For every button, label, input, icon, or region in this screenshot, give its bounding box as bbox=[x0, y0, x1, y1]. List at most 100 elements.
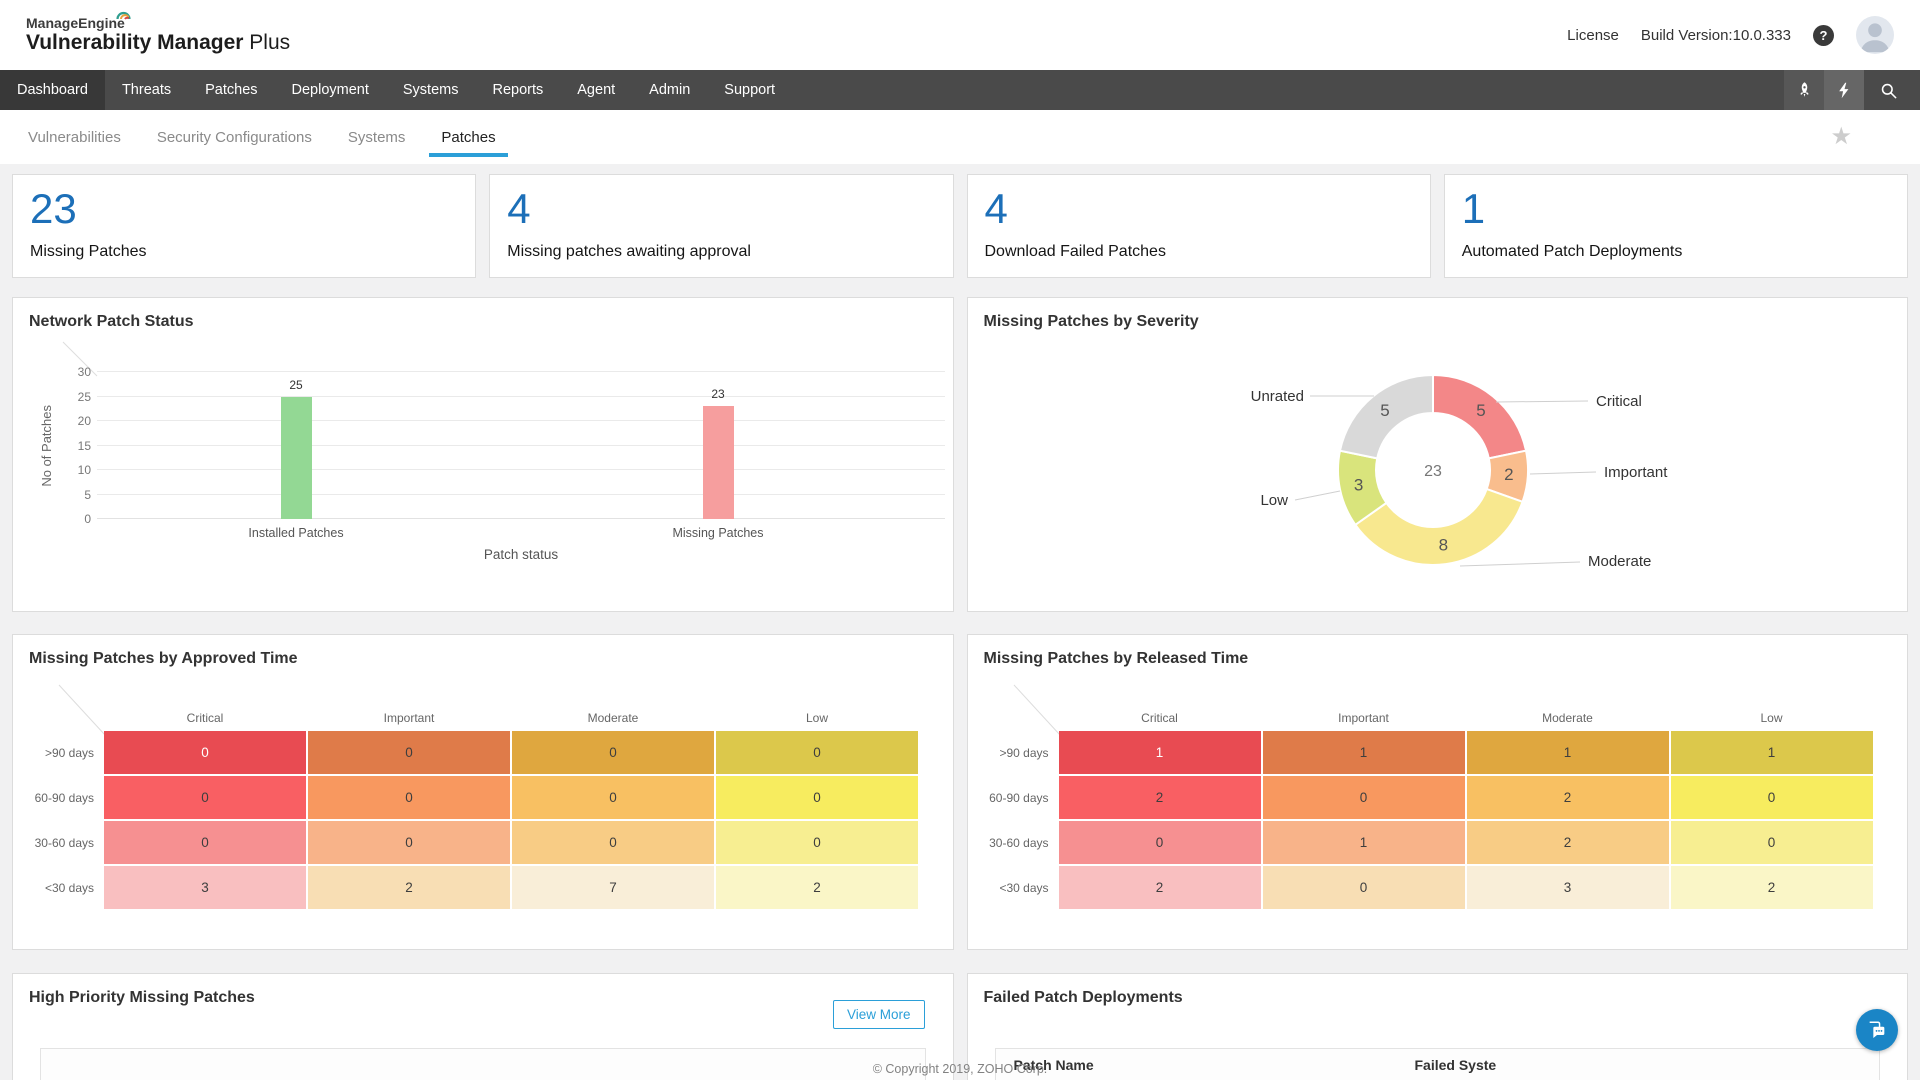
heatmap-cell[interactable]: 0 bbox=[716, 821, 918, 864]
segment-name-label: Important bbox=[1604, 464, 1668, 481]
heatmap-cell[interactable]: 0 bbox=[716, 776, 918, 819]
nav-item-patches[interactable]: Patches bbox=[205, 82, 258, 98]
heatmap-cell[interactable]: 0 bbox=[308, 776, 510, 819]
segment-name-label: Moderate bbox=[1588, 553, 1651, 570]
gridline bbox=[97, 444, 945, 446]
nav-item-systems[interactable]: Systems bbox=[402, 82, 459, 98]
nav-item-dashboard[interactable]: Dashboard bbox=[0, 70, 105, 110]
stat-label: Missing Patches bbox=[30, 243, 147, 260]
lightning-icon[interactable] bbox=[1824, 70, 1864, 110]
heatmap-cell[interactable]: 3 bbox=[1466, 866, 1669, 909]
heatmap-cell[interactable]: 1 bbox=[1670, 731, 1873, 774]
search-icon[interactable] bbox=[1868, 70, 1908, 110]
bar-missing-patches[interactable] bbox=[702, 406, 734, 519]
help-icon[interactable]: ? bbox=[1813, 24, 1834, 46]
heatmaps-row: Missing Patches by Approved Time Critica… bbox=[12, 634, 1908, 950]
nav-item-agent[interactable]: Agent bbox=[577, 82, 616, 98]
bottom-row: High Priority Missing Patches View More … bbox=[12, 973, 1908, 1080]
person-icon bbox=[1860, 23, 1890, 53]
y-axis-tick: 0 bbox=[84, 512, 91, 526]
nav-item-deployment[interactable]: Deployment bbox=[291, 82, 369, 98]
heatmap-row-label: 30-60 days bbox=[989, 835, 1049, 850]
heatmap-cell[interactable]: 2 bbox=[1058, 776, 1261, 819]
segment-name-label: Critical bbox=[1596, 393, 1642, 410]
stat-value: 4 bbox=[507, 185, 531, 232]
heatmap-column-header: Important bbox=[1338, 711, 1389, 725]
user-avatar[interactable] bbox=[1856, 16, 1894, 54]
heatmap-cell[interactable]: 2 bbox=[716, 866, 918, 909]
heatmap-cell[interactable]: 0 bbox=[104, 821, 306, 864]
heatmap-cell[interactable]: 0 bbox=[1262, 866, 1465, 909]
subnav-item-systems[interactable]: Systems bbox=[347, 128, 406, 146]
nav-item-reports[interactable]: Reports bbox=[492, 82, 544, 98]
sub-nav: Vulnerabilities Security Configurations … bbox=[0, 110, 1920, 164]
heatmap-row-label: <30 days bbox=[999, 880, 1049, 895]
header-right: License Build Version:10.0.333 ? bbox=[1567, 16, 1894, 54]
donut-segment-unrated[interactable] bbox=[1338, 373, 1434, 460]
y-axis-tick: 30 bbox=[77, 365, 91, 379]
stat-card-missing-patches[interactable]: 23 Missing Patches bbox=[12, 174, 477, 278]
stat-card-download-failed[interactable]: 4 Download Failed Patches bbox=[966, 174, 1431, 278]
heatmap-column-header: Critical bbox=[1141, 711, 1178, 725]
license-link[interactable]: License bbox=[1567, 26, 1619, 44]
heatmap-column-header: Critical bbox=[186, 711, 224, 725]
stat-card-automated-deployments[interactable]: 1 Automated Patch Deployments bbox=[1443, 174, 1908, 278]
segment-value-label: 8 bbox=[1438, 535, 1447, 554]
heatmap-cell[interactable]: 0 bbox=[512, 731, 714, 774]
heatmap-cell[interactable]: 7 bbox=[512, 866, 714, 909]
heatmap-cell[interactable]: 0 bbox=[716, 731, 918, 774]
heatmap-cell[interactable]: 0 bbox=[512, 821, 714, 864]
heatmap-cell[interactable]: 0 bbox=[308, 731, 510, 774]
segment-name-label: Low bbox=[1260, 492, 1288, 509]
subnav-item-security-configurations[interactable]: Security Configurations bbox=[156, 128, 312, 146]
heatmap-row-label: 60-90 days bbox=[34, 790, 94, 805]
label-connector-line bbox=[1529, 471, 1596, 475]
heatmap-cell[interactable]: 0 bbox=[1670, 776, 1873, 819]
heatmap-cell[interactable]: 2 bbox=[308, 866, 510, 909]
view-more-button[interactable]: View More bbox=[832, 1000, 925, 1029]
content: 23 Missing Patches 4 Missing patches awa… bbox=[0, 164, 1920, 1080]
chat-fab-button[interactable] bbox=[1856, 1009, 1898, 1051]
rocket-icon[interactable] bbox=[1784, 70, 1824, 110]
heatmap-cell[interactable]: 0 bbox=[104, 776, 306, 819]
nav-item-support[interactable]: Support bbox=[724, 82, 776, 98]
heatmap-cell[interactable]: 1 bbox=[1262, 731, 1465, 774]
stat-label: Automated Patch Deployments bbox=[1461, 243, 1683, 260]
brand-top: ManageEngine bbox=[26, 11, 131, 31]
table-header-strip bbox=[40, 1048, 926, 1080]
gridline bbox=[97, 371, 945, 372]
bar-installed-patches[interactable] bbox=[280, 396, 312, 519]
nav-item-admin[interactable]: Admin bbox=[649, 82, 691, 98]
heatmap-cell[interactable]: 0 bbox=[1670, 821, 1873, 864]
nav-item-threats[interactable]: Threats bbox=[121, 82, 172, 98]
heatmap-cell[interactable]: 3 bbox=[104, 866, 306, 909]
heatmap-cell[interactable]: 0 bbox=[512, 776, 714, 819]
subnav-item-vulnerabilities[interactable]: Vulnerabilities bbox=[28, 128, 121, 146]
heatmap-cell[interactable]: 1 bbox=[1262, 821, 1465, 864]
stat-value: 4 bbox=[984, 185, 1008, 232]
star-icon[interactable]: ★ bbox=[1830, 123, 1852, 150]
heatmap-cell[interactable]: 0 bbox=[1058, 821, 1261, 864]
failed-patch-deployments-panel: Failed Patch Deployments Patch Name Fail… bbox=[966, 973, 1908, 1080]
app-header: ManageEngine Vulnerability Manager Plus … bbox=[0, 0, 1920, 70]
heatmap-cell[interactable]: 1 bbox=[1466, 731, 1669, 774]
heatmap-cell[interactable]: 2 bbox=[1670, 866, 1873, 909]
stat-card-awaiting-approval[interactable]: 4 Missing patches awaiting approval bbox=[489, 174, 954, 278]
label-connector-line bbox=[1294, 490, 1340, 501]
heatmap-row-label: 60-90 days bbox=[989, 790, 1049, 805]
heatmap-cell[interactable]: 0 bbox=[104, 731, 306, 774]
heatmap-cell[interactable]: 2 bbox=[1466, 821, 1669, 864]
heatmap-cell[interactable]: 1 bbox=[1058, 731, 1261, 774]
stat-label: Download Failed Patches bbox=[984, 243, 1166, 260]
subnav-item-patches[interactable]: Patches bbox=[429, 110, 508, 164]
segment-name-label: Unrated bbox=[1250, 388, 1303, 405]
brand-logo[interactable]: ManageEngine Vulnerability Manager Plus bbox=[26, 11, 290, 55]
donut-segment-moderate[interactable] bbox=[1353, 487, 1524, 566]
segment-value-label: 5 bbox=[1476, 401, 1485, 420]
heatmap-cell[interactable]: 2 bbox=[1058, 866, 1261, 909]
column-header-failed-systems: Failed Syste bbox=[1414, 1057, 1497, 1073]
heatmap-cell[interactable]: 2 bbox=[1466, 776, 1669, 819]
segment-value-label: 5 bbox=[1380, 401, 1389, 420]
heatmap-cell[interactable]: 0 bbox=[1262, 776, 1465, 819]
heatmap-cell[interactable]: 0 bbox=[308, 821, 510, 864]
